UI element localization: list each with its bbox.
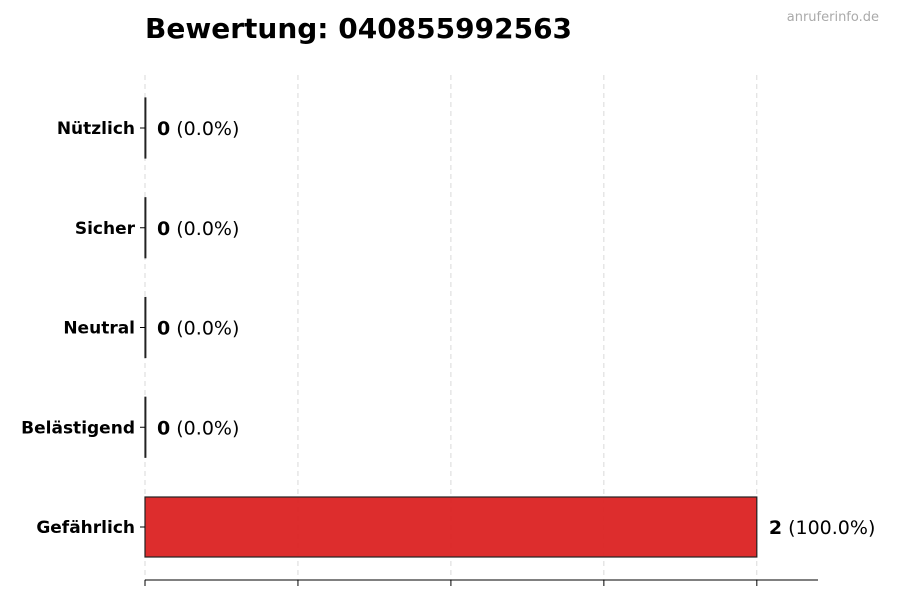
data-label: 0 (0.0%) bbox=[157, 417, 239, 439]
bar bbox=[144, 197, 147, 259]
watermark: anruferinfo.de bbox=[786, 10, 879, 25]
data-label: 2 (100.0%) bbox=[769, 517, 876, 539]
y-tick-label: Belästigend bbox=[21, 418, 135, 438]
data-label: 0 (0.0%) bbox=[157, 318, 239, 340]
bar bbox=[144, 496, 758, 558]
y-tick-label: Nützlich bbox=[57, 119, 135, 139]
y-tick-label: Gefährlich bbox=[36, 518, 135, 538]
bar bbox=[144, 396, 147, 458]
bar bbox=[144, 97, 147, 159]
chart-title: Bewertung: 040855992563 bbox=[145, 12, 573, 45]
bar bbox=[144, 296, 147, 359]
y-tick-label: Sicher bbox=[75, 219, 136, 239]
y-tick-label: Neutral bbox=[63, 319, 135, 339]
data-label: 0 (0.0%) bbox=[157, 218, 239, 240]
data-label: 0 (0.0%) bbox=[157, 118, 239, 140]
